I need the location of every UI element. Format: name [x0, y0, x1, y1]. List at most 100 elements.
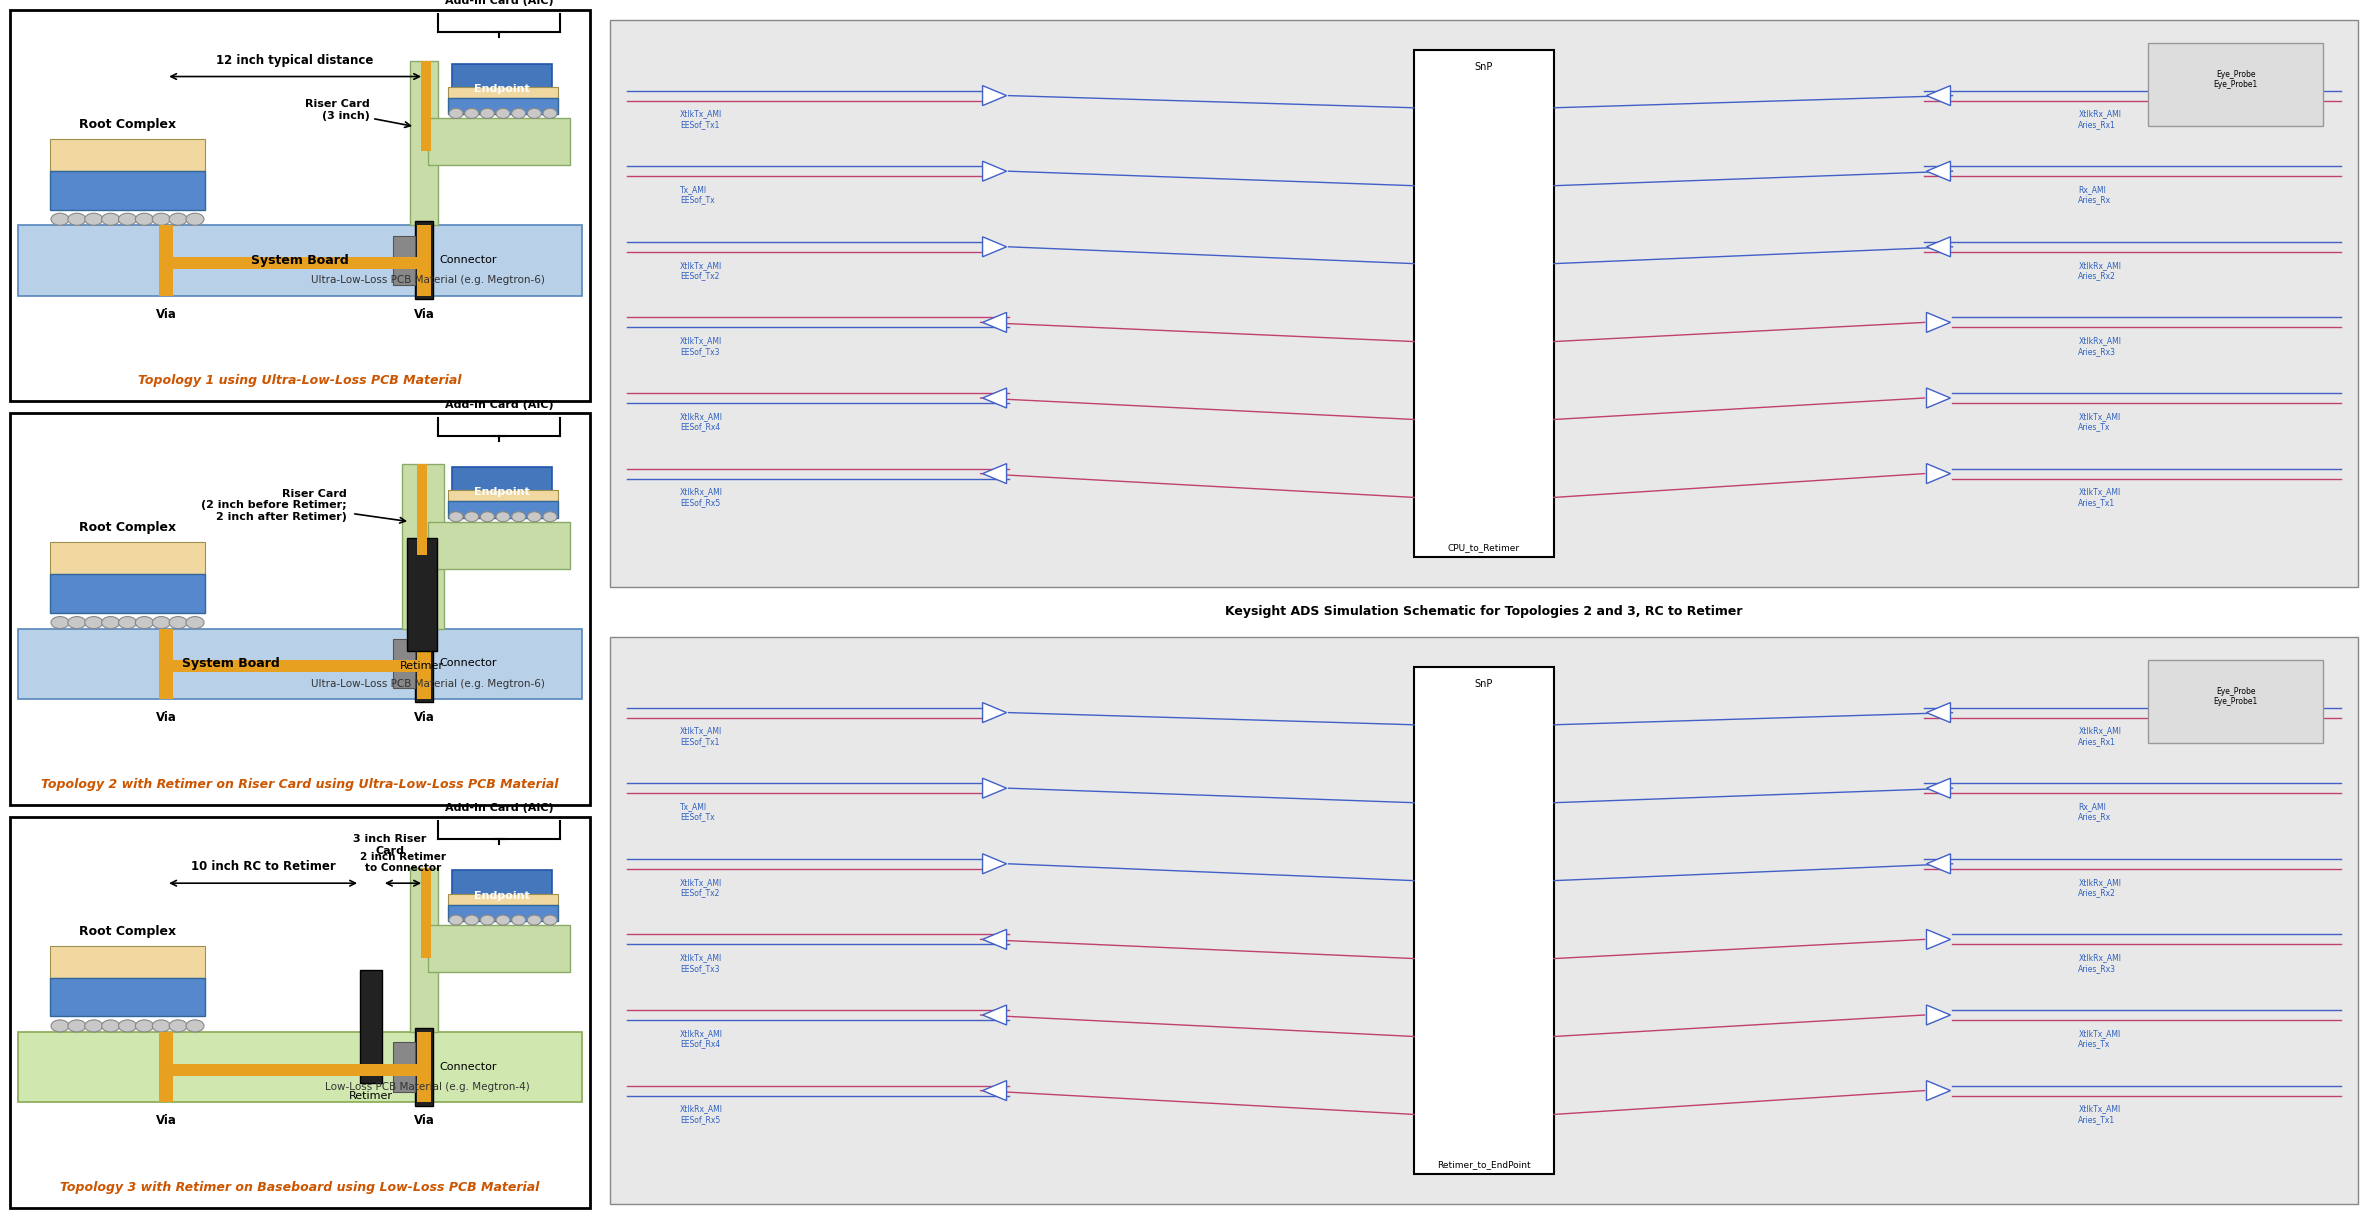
Bar	[448, 894, 559, 905]
Bar	[429, 521, 571, 569]
Ellipse shape	[187, 1019, 204, 1032]
Text: Endpoint: Endpoint	[474, 487, 530, 497]
Bar	[50, 542, 206, 574]
Text: XtlkTx_AMI
EESof_Tx1: XtlkTx_AMI EESof_Tx1	[680, 727, 722, 745]
Bar	[452, 63, 552, 114]
Bar	[417, 464, 426, 554]
Bar	[9, 816, 590, 1208]
Text: 10 inch RC to Retimer: 10 inch RC to Retimer	[192, 860, 336, 873]
Ellipse shape	[69, 616, 85, 628]
Text: XtlkRx_AMI
Aries_Rx2: XtlkRx_AMI Aries_Rx2	[2079, 261, 2122, 280]
Polygon shape	[983, 161, 1006, 181]
Polygon shape	[1928, 85, 1951, 106]
Ellipse shape	[542, 915, 556, 924]
Polygon shape	[983, 1005, 1006, 1026]
Ellipse shape	[102, 1019, 121, 1032]
Bar	[448, 491, 559, 502]
Text: Ultra-Low-Loss PCB Material (e.g. Megtron-6): Ultra-Low-Loss PCB Material (e.g. Megtro…	[310, 275, 545, 285]
Polygon shape	[983, 854, 1006, 873]
Bar	[410, 867, 438, 1032]
Text: Eye_Probe
Eye_Probe1: Eye_Probe Eye_Probe1	[2214, 687, 2257, 706]
Ellipse shape	[450, 512, 464, 521]
Text: Via: Via	[414, 308, 433, 320]
Ellipse shape	[85, 1019, 102, 1032]
Bar	[410, 61, 438, 225]
Bar	[50, 171, 206, 209]
Text: XtlkRx_AMI
Aries_Rx1: XtlkRx_AMI Aries_Rx1	[2079, 727, 2122, 745]
Polygon shape	[983, 464, 1006, 484]
Text: Riser Card
(2 inch before Retimer;
2 inch after Retimer): Riser Card (2 inch before Retimer; 2 inc…	[201, 488, 348, 521]
Ellipse shape	[481, 512, 495, 521]
Text: XtlkRx_AMI
Aries_Rx1: XtlkRx_AMI Aries_Rx1	[2079, 110, 2122, 129]
Text: XtlkRx_AMI
EESof_Rx4: XtlkRx_AMI EESof_Rx4	[680, 1029, 722, 1049]
Bar	[417, 628, 431, 699]
Text: SnP: SnP	[1475, 62, 1494, 72]
Ellipse shape	[118, 213, 137, 225]
Bar	[2148, 43, 2323, 125]
Text: Rx_AMI
Aries_Rx: Rx_AMI Aries_Rx	[2079, 803, 2112, 822]
Ellipse shape	[528, 915, 542, 924]
Bar	[50, 574, 206, 613]
Bar	[414, 222, 433, 298]
Text: Root Complex: Root Complex	[78, 521, 175, 535]
Bar	[422, 61, 431, 151]
Bar	[407, 538, 438, 652]
Bar	[414, 1028, 433, 1106]
Text: 2 inch Retimer
to Connector: 2 inch Retimer to Connector	[360, 851, 445, 873]
Polygon shape	[1928, 703, 1951, 722]
Text: System Board: System Board	[182, 658, 279, 670]
Ellipse shape	[450, 108, 464, 118]
Ellipse shape	[152, 1019, 170, 1032]
Text: XtlkTx_AMI
EESof_Tx1: XtlkTx_AMI EESof_Tx1	[680, 110, 722, 129]
Ellipse shape	[511, 512, 526, 521]
Text: XtlkTx_AMI
EESof_Tx2: XtlkTx_AMI EESof_Tx2	[680, 261, 722, 280]
Ellipse shape	[152, 213, 170, 225]
Bar	[393, 639, 414, 688]
Bar	[393, 1043, 414, 1091]
Text: XtlkTx_AMI
Aries_Tx: XtlkTx_AMI Aries_Tx	[2079, 1029, 2122, 1049]
Ellipse shape	[152, 616, 170, 628]
Text: Topology 3 with Retimer on Baseboard using Low-Loss PCB Material: Topology 3 with Retimer on Baseboard usi…	[59, 1181, 540, 1194]
Text: Tx_AMI
EESof_Tx: Tx_AMI EESof_Tx	[680, 185, 715, 205]
Ellipse shape	[52, 213, 69, 225]
Text: Tx_AMI
EESof_Tx: Tx_AMI EESof_Tx	[680, 803, 715, 822]
Text: Eye_Probe
Eye_Probe1: Eye_Probe Eye_Probe1	[2214, 69, 2257, 89]
Text: Ultra-Low-Loss PCB Material (e.g. Megtron-6): Ultra-Low-Loss PCB Material (e.g. Megtro…	[310, 678, 545, 688]
Ellipse shape	[85, 213, 102, 225]
Text: XtlkRx_AMI
Aries_Rx2: XtlkRx_AMI Aries_Rx2	[2079, 878, 2122, 898]
Bar	[452, 871, 552, 921]
Text: 3 inch Riser
Card: 3 inch Riser Card	[353, 834, 426, 855]
Text: Retimer: Retimer	[348, 1090, 393, 1101]
Text: Via: Via	[156, 1114, 178, 1128]
Ellipse shape	[135, 616, 154, 628]
Polygon shape	[983, 1080, 1006, 1101]
Ellipse shape	[511, 915, 526, 924]
Ellipse shape	[118, 1019, 137, 1032]
Text: Via: Via	[414, 711, 433, 723]
Bar	[9, 413, 590, 805]
Text: XtlkRx_AMI
EESof_Rx5: XtlkRx_AMI EESof_Rx5	[680, 1105, 722, 1124]
Text: XtlkTx_AMI
EESof_Tx3: XtlkTx_AMI EESof_Tx3	[680, 954, 722, 973]
Text: Retimer_to_EndPoint: Retimer_to_EndPoint	[1437, 1160, 1530, 1169]
Polygon shape	[1928, 854, 1951, 873]
Bar	[417, 225, 431, 296]
Polygon shape	[1928, 389, 1951, 408]
Bar	[50, 978, 206, 1016]
Bar	[50, 139, 206, 171]
Bar	[448, 905, 559, 921]
Ellipse shape	[187, 213, 204, 225]
Text: Via: Via	[156, 308, 178, 320]
Bar	[159, 628, 173, 699]
Text: Keysight ADS Simulation Schematic for Topologies 2 and 3, RC to Retimer: Keysight ADS Simulation Schematic for To…	[1224, 605, 1743, 618]
Bar	[360, 970, 381, 1083]
Ellipse shape	[102, 616, 121, 628]
Bar	[159, 1032, 173, 1102]
Ellipse shape	[118, 616, 137, 628]
Polygon shape	[983, 85, 1006, 106]
Ellipse shape	[511, 108, 526, 118]
Text: Root Complex: Root Complex	[78, 118, 175, 132]
Polygon shape	[1928, 236, 1951, 257]
Ellipse shape	[450, 915, 464, 924]
Ellipse shape	[135, 213, 154, 225]
Ellipse shape	[495, 108, 509, 118]
